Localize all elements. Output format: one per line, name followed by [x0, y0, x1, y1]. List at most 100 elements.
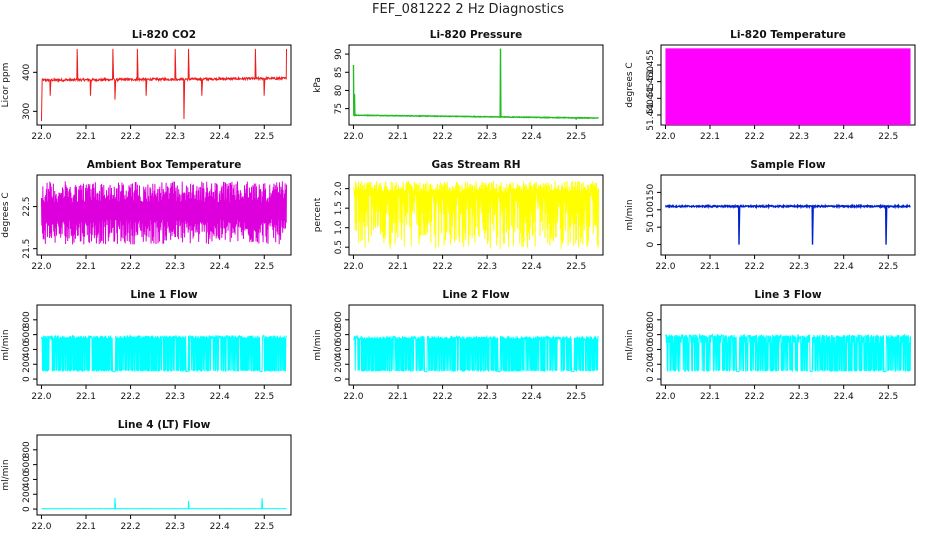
x-tick-label: 22.5: [254, 392, 274, 402]
x-tick-label: 22.2: [745, 392, 765, 402]
x-tick-label: 22.4: [210, 392, 230, 402]
y-tick-label: 50: [646, 221, 656, 233]
y-tick-label: 85: [334, 67, 344, 78]
plot-frame: [348, 174, 604, 256]
x-tick-label: 22.4: [522, 132, 542, 142]
y-tick-label: 0.5: [334, 240, 344, 254]
x-tick-label: 22.3: [789, 392, 809, 402]
y-tick-label: 0: [646, 376, 656, 382]
y-axis-label: ml/min: [313, 329, 323, 360]
x-tick-label: 22.5: [878, 132, 898, 142]
x-tick-label: 22.2: [121, 132, 141, 142]
y-tick-label: 800: [22, 311, 32, 328]
y-tick-label: 200: [646, 355, 656, 372]
x-tick-label: 22.4: [522, 392, 542, 402]
chart-title: Sample Flow: [750, 159, 825, 171]
plot-frame: [36, 174, 292, 256]
x-tick-label: 22.3: [789, 262, 809, 272]
x-tick-label: 22.5: [566, 392, 586, 402]
x-tick-label: 22.0: [343, 132, 363, 142]
x-tick-label: 22.4: [834, 132, 854, 142]
data-series-line: [665, 333, 912, 373]
y-tick-label: 600: [22, 456, 32, 473]
x-tick-label: 22.2: [433, 132, 453, 142]
x-tick-label: 22.3: [477, 392, 497, 402]
x-tick-label: 22.0: [31, 392, 51, 402]
chart-title: Li-820 Pressure: [430, 29, 523, 41]
y-tick-label: 300: [22, 102, 32, 119]
y-tick-label: 90: [334, 48, 344, 60]
x-tick-label: 22.3: [165, 262, 185, 272]
x-tick-label: 22.0: [31, 522, 51, 532]
x-tick-label: 22.0: [31, 132, 51, 142]
y-axis-label: ml/min: [1, 459, 11, 490]
x-tick-label: 22.0: [655, 262, 675, 272]
x-tick-label: 22.2: [121, 392, 141, 402]
chart-title: Li-820 CO2: [132, 29, 196, 41]
y-axis-label: kPa: [313, 77, 323, 93]
data-series-line: [40, 48, 288, 122]
x-tick-label: 22.2: [745, 132, 765, 142]
x-tick-label: 22.4: [210, 262, 230, 272]
x-tick-label: 22.4: [210, 132, 230, 142]
x-tick-label: 22.2: [433, 392, 453, 402]
y-tick-label: 51.450: [646, 66, 656, 98]
x-tick-label: 22.4: [210, 522, 230, 532]
plot-frame: [36, 304, 292, 386]
y-tick-label: 21.5: [22, 239, 32, 259]
x-tick-label: 22.5: [254, 132, 274, 142]
y-tick-label: 1.5: [334, 201, 344, 215]
y-tick-label: 800: [334, 311, 344, 328]
chart-title: Line 3 Flow: [754, 289, 821, 301]
y-tick-label: 0: [22, 506, 32, 512]
y-tick-label: 2.0: [334, 181, 344, 196]
y-tick-label: 0: [334, 376, 344, 382]
x-tick-label: 22.0: [343, 262, 363, 272]
y-tick-label: 51.455: [646, 49, 656, 81]
x-tick-label: 22.2: [745, 262, 765, 272]
y-axis-label: Licor ppm: [1, 63, 11, 108]
x-tick-label: 22.1: [76, 262, 96, 272]
x-tick-label: 22.3: [165, 132, 185, 142]
x-tick-label: 22.3: [165, 522, 185, 532]
data-series-line: [40, 333, 287, 373]
y-tick-label: 51.445: [646, 83, 656, 115]
chart-title: Line 1 Flow: [130, 289, 197, 301]
y-tick-label: 100: [646, 201, 656, 218]
x-tick-label: 22.3: [789, 132, 809, 142]
x-tick-label: 22.2: [121, 522, 141, 532]
data-series-line: [352, 180, 600, 249]
chart-panel: Ambient Box Temperature degrees C 21.5 22.5…: [1, 159, 292, 272]
y-tick-label: 600: [334, 326, 344, 343]
y-tick-label: 600: [646, 326, 656, 343]
data-band: [665, 48, 911, 126]
chart-panel: Gas Stream RH percent 0.5 1.0 1.5 2.0 22.0 22.1…: [313, 159, 604, 272]
plot-frame: [348, 304, 604, 386]
x-tick-label: 22.0: [343, 392, 363, 402]
data-series-line: [665, 203, 911, 245]
x-tick-label: 22.3: [165, 392, 185, 402]
x-tick-label: 22.5: [878, 262, 898, 272]
x-tick-label: 22.1: [700, 132, 720, 142]
y-tick-label: 0: [22, 376, 32, 382]
chart-panel: Li-820 CO2 Licor ppm 300 400 22.0 22.1 22.2 22.…: [1, 29, 292, 142]
data-series-line: [40, 181, 288, 245]
y-axis-label: ml/min: [1, 329, 11, 360]
page-title: FEF_081222 2 Hz Diagnostics: [372, 2, 564, 17]
data-series-line: [41, 497, 287, 510]
x-tick-label: 22.1: [388, 392, 408, 402]
y-tick-label: 75: [334, 103, 344, 114]
y-tick-label: 22.5: [22, 197, 32, 217]
plot-frame: [660, 174, 916, 256]
y-tick-label: 1.0: [334, 220, 344, 235]
x-tick-label: 22.5: [566, 132, 586, 142]
x-tick-label: 22.0: [31, 262, 51, 272]
x-tick-label: 22.4: [522, 262, 542, 272]
plot-frame: [36, 434, 292, 516]
x-tick-label: 22.1: [700, 392, 720, 402]
